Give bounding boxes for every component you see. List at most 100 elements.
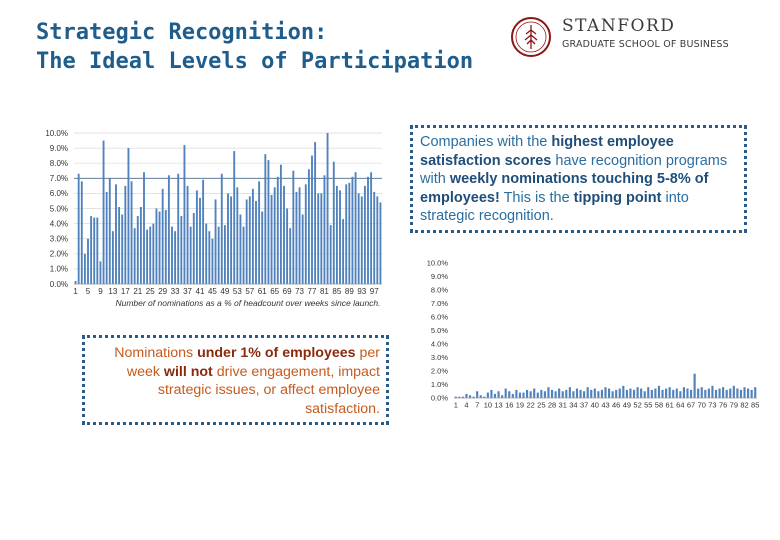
x-tick-label: 41 [196, 287, 205, 296]
bar [239, 214, 242, 284]
bar [526, 389, 529, 398]
y-tick-label: 10.0% [45, 129, 68, 138]
bar [171, 226, 173, 284]
x-tick-label: 81 [320, 287, 329, 296]
y-tick-label: 1.0% [50, 265, 68, 274]
bar [493, 393, 497, 398]
bar [354, 172, 357, 284]
bar [146, 229, 149, 284]
bar [465, 393, 468, 398]
bar [143, 172, 145, 284]
bar [547, 387, 550, 398]
stanford-tree-seal-icon [511, 17, 551, 57]
bar [261, 211, 264, 284]
bar [180, 216, 183, 284]
bar [511, 393, 514, 398]
bar [96, 217, 99, 284]
callout-bottom-bold-2: will not [163, 363, 213, 380]
bar [329, 225, 332, 284]
x-tick-label: 9 [98, 287, 103, 296]
x-tick-label: 73 [295, 287, 304, 296]
bar [348, 182, 351, 284]
bar [286, 208, 289, 284]
y-tick-label: 3.0% [50, 235, 68, 244]
x-tick-label: 40 [591, 401, 599, 410]
x-tick-label: 97 [370, 287, 379, 296]
callout-top-text-3: This is the [499, 189, 574, 206]
bar [264, 154, 267, 284]
x-tick-label: 55 [644, 401, 652, 410]
bar [267, 160, 270, 284]
y-tick-label: 9.0% [431, 272, 448, 281]
bar [654, 388, 657, 398]
bar [540, 389, 543, 398]
callout-top-text-1: Companies with the [420, 134, 552, 150]
bar [136, 216, 139, 284]
bar [590, 389, 593, 398]
bar [665, 388, 668, 398]
y-tick-label: 7.0% [50, 174, 68, 183]
bar [497, 391, 500, 398]
callout-top-bold-1: highest employee satisfaction scores [420, 134, 674, 169]
bar [230, 196, 233, 284]
bar [233, 151, 236, 284]
bar [647, 387, 650, 398]
title-line-2: The Ideal Levels of Participation [36, 49, 474, 74]
bar [693, 373, 696, 398]
y-tick-label: 0.0% [431, 394, 448, 403]
bar [251, 188, 254, 284]
bar [750, 389, 753, 398]
x-tick-label: 5 [86, 287, 91, 296]
bar [461, 396, 464, 398]
bar [227, 193, 229, 284]
bar [518, 392, 522, 398]
bar [99, 261, 102, 284]
bar [342, 219, 345, 284]
bar [115, 184, 117, 284]
bar [189, 226, 192, 284]
bar [568, 387, 571, 398]
bar [74, 280, 77, 284]
low-nominations-chart: 10.0%9.0%8.0%7.0%6.0%5.0%4.0%3.0%2.0%1.0… [427, 259, 760, 410]
y-tick-label: 4.0% [431, 340, 448, 349]
x-axis-title: Number of nominations as a % of headcoun… [115, 298, 380, 308]
bar [332, 161, 335, 284]
x-tick-label: 10 [484, 401, 492, 410]
x-tick-label: 70 [698, 401, 706, 410]
x-tick-label: 21 [133, 287, 142, 296]
bar [164, 210, 167, 284]
bar [700, 387, 703, 398]
x-tick-label: 4 [464, 401, 468, 410]
bar [536, 392, 539, 398]
bar [454, 396, 457, 398]
bar [636, 387, 639, 398]
y-tick-label: 9.0% [50, 144, 68, 153]
y-tick-label: 7.0% [431, 299, 448, 308]
title-line-1: Strategic Recognition: [36, 20, 328, 45]
bar [127, 148, 130, 284]
bar [625, 389, 628, 398]
x-tick-label: 29 [158, 287, 167, 296]
bar [217, 226, 220, 284]
x-tick-label: 77 [308, 287, 317, 296]
bar [177, 173, 180, 284]
bar [192, 213, 195, 284]
bar [604, 387, 607, 398]
bar [561, 391, 564, 398]
bar [292, 170, 295, 284]
bar [283, 185, 285, 284]
bar [87, 238, 89, 284]
bar [529, 391, 532, 398]
bar [479, 395, 482, 398]
callout-top-bold-2: weekly nominations touching 5-8% of empl… [420, 171, 709, 206]
x-tick-label: 82 [740, 401, 748, 410]
bar [102, 140, 105, 284]
y-tick-label: 2.0% [431, 367, 448, 376]
bar [236, 187, 239, 284]
y-tick-label: 1.0% [431, 380, 448, 389]
bar [668, 387, 671, 398]
callout-bottom-text-2: per week [126, 345, 380, 380]
bar [317, 193, 320, 284]
bar [158, 211, 161, 284]
bar [725, 389, 728, 398]
